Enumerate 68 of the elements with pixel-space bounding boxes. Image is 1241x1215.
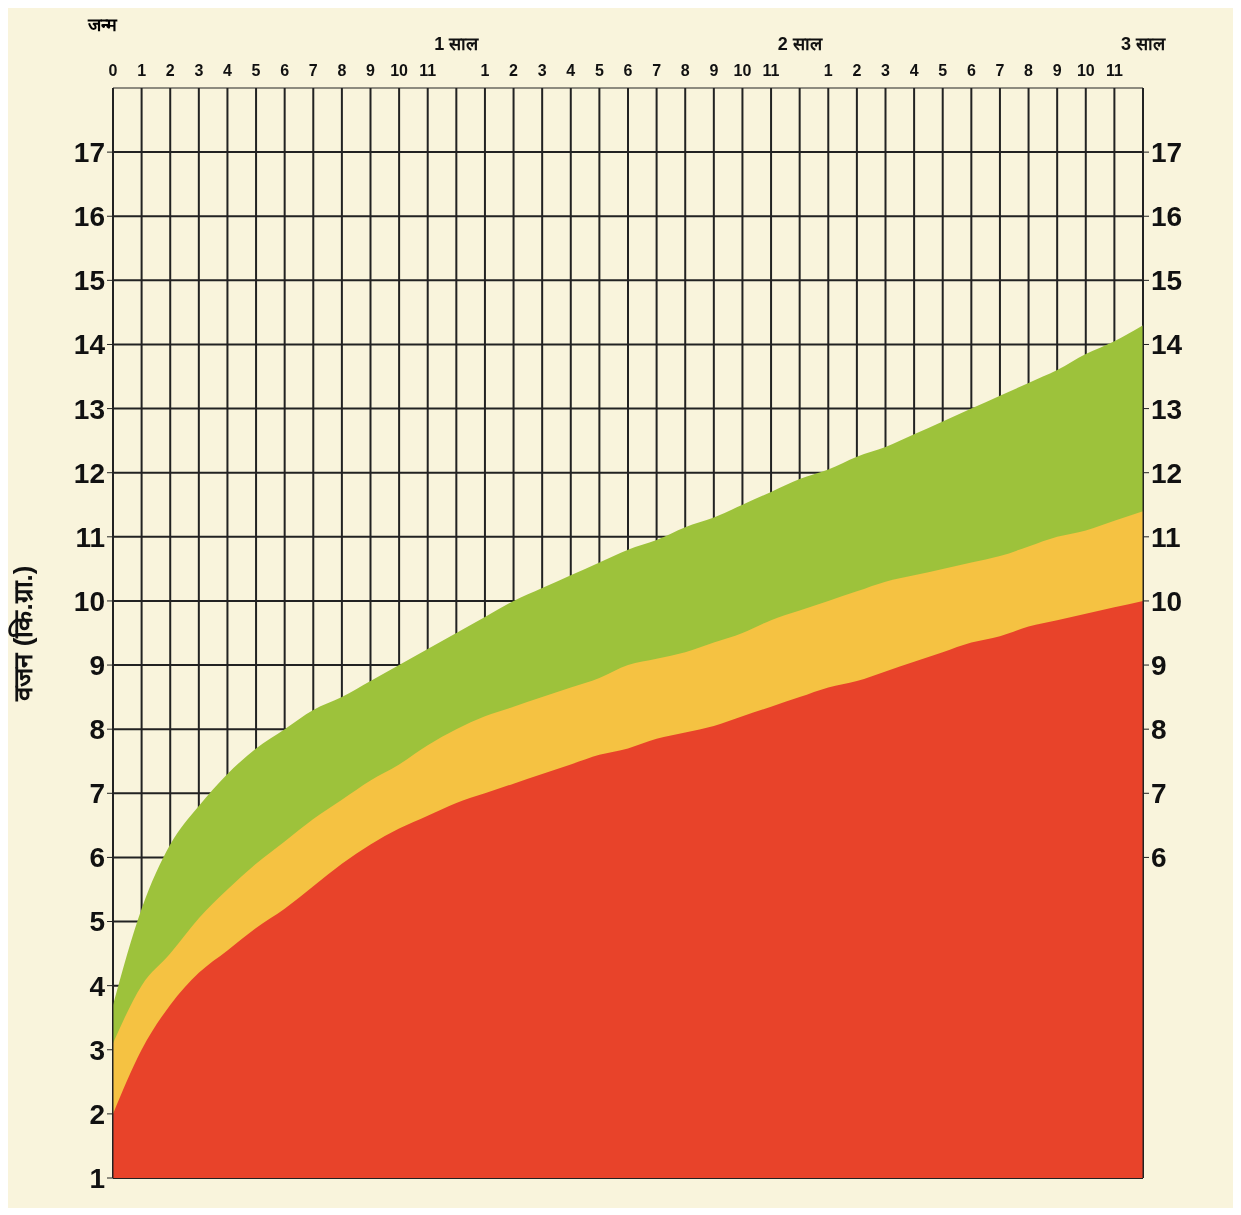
y2-tick-label: 14: [1151, 329, 1183, 361]
y-axis-title: वजन (कि.ग्रा.): [8, 565, 39, 702]
x-tick-label: 1: [823, 62, 833, 79]
x-tick-label: 4: [222, 62, 232, 79]
y2-tick-label: 16: [1151, 201, 1183, 233]
y2-tick-label: 9: [1151, 650, 1167, 681]
y-tick-label: 10: [73, 585, 105, 617]
y-tick-label: 2: [89, 1098, 105, 1130]
y-tick-label: 1: [89, 1162, 105, 1194]
x-tick-label: 6: [966, 62, 976, 79]
x-tick-label: 9: [366, 62, 376, 79]
x-tick-label: 4: [566, 62, 576, 79]
x-tick-label: 5: [938, 62, 948, 79]
x-tick-label: 8: [680, 62, 690, 79]
y2-tick-label: 17: [1151, 137, 1183, 169]
x-tick-label: 8: [1024, 62, 1034, 79]
y2-tick-label: 11: [1151, 521, 1181, 553]
x-tick-label: 10: [390, 62, 409, 79]
y2-tick-label: 13: [1151, 393, 1183, 425]
x-tick-label: 6: [280, 62, 290, 79]
x-tick-label: 3 साल: [1120, 34, 1166, 54]
x-tick-label: 5: [594, 62, 604, 79]
x-tick-label: 8: [337, 62, 347, 79]
y-tick-label: 11: [75, 521, 105, 553]
x-tick-label: 10: [733, 62, 752, 79]
x-tick-label: 7: [308, 62, 318, 79]
y-tick-label: 4: [89, 970, 106, 1002]
y-tick-label: 6: [89, 842, 105, 874]
y-tick-label: 5: [89, 906, 105, 938]
x-tick-label: 3: [537, 62, 547, 79]
x-tick-label: 9: [1052, 62, 1062, 79]
x-tick-label: 3: [194, 62, 204, 79]
y-tick-label: 7: [89, 778, 105, 810]
text: जन्म: [88, 14, 117, 36]
x-tick-label: 2: [852, 62, 862, 79]
x-tick-label: 11: [1105, 62, 1123, 79]
y-tick-label: 9: [89, 650, 105, 681]
x-tick-label: 10: [1076, 62, 1095, 79]
x-tick-label: 2: [165, 62, 175, 79]
x-tick-label: 11: [419, 62, 437, 79]
y2-tick-label: 7: [1151, 778, 1167, 810]
y-tick-label: 14: [73, 329, 106, 361]
x-tick-label: 9: [709, 62, 719, 79]
y-tick-label: 13: [73, 393, 105, 425]
x-tick-label: 5: [251, 62, 261, 79]
x-tick-label: 1: [137, 62, 147, 79]
y-tick-label: 3: [89, 1034, 105, 1066]
x-tick-label: 11: [762, 62, 780, 79]
y-tick-label: 16: [73, 201, 105, 233]
y2-tick-label: 8: [1151, 714, 1167, 746]
x-tick-label: 6: [623, 62, 633, 79]
x-tick-label: 2: [509, 62, 519, 79]
x-tick-label: 7: [652, 62, 662, 79]
y-tick-label: 15: [73, 265, 105, 297]
x-tick-label: 0: [108, 62, 118, 79]
y2-tick-label: 6: [1151, 842, 1167, 874]
x-tick-label: 1: [480, 62, 490, 79]
y2-tick-label: 10: [1151, 585, 1183, 617]
x-tick-label: 4: [909, 62, 919, 79]
y2-tick-label: 15: [1151, 265, 1183, 297]
y-tick-label: 12: [73, 457, 105, 489]
x-tick-label: 1 साल: [434, 34, 480, 54]
y2-tick-label: 12: [1151, 457, 1183, 489]
x-tick-label: 2 साल: [777, 34, 823, 54]
x-tick-label: 7: [995, 62, 1005, 79]
y-tick-label: 8: [89, 714, 105, 746]
x-tick-label: 3: [881, 62, 891, 79]
y-tick-label: 17: [73, 137, 105, 169]
